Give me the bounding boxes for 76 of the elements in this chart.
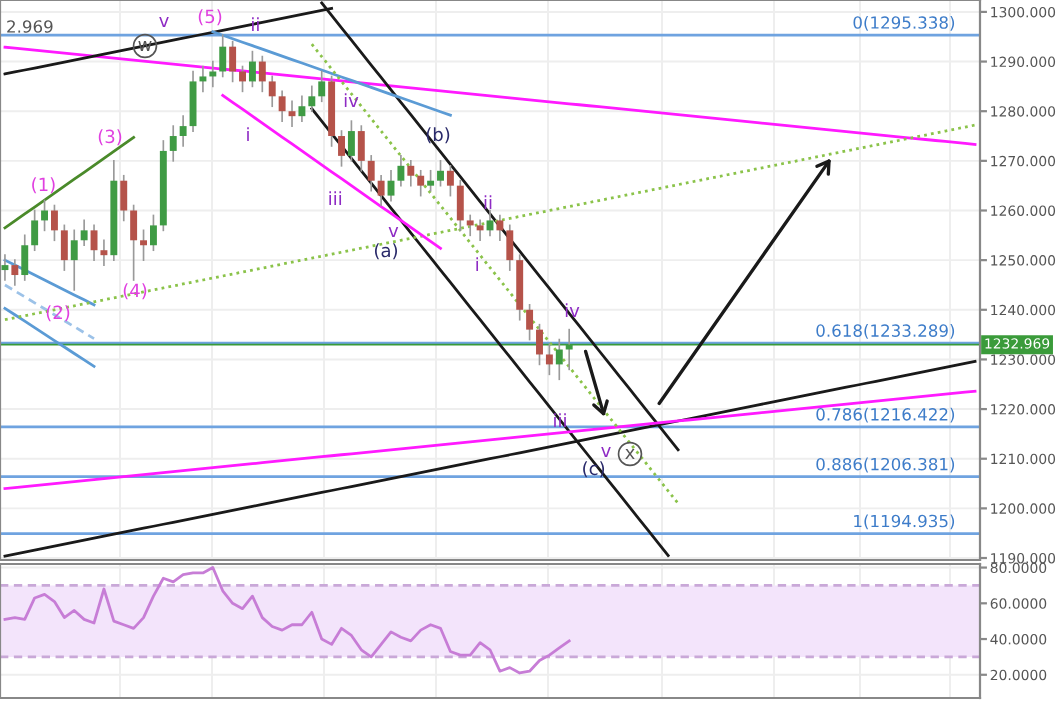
- annotation: w: [138, 41, 152, 51]
- candlestick: [209, 60, 217, 88]
- annotation: v: [388, 227, 399, 237]
- candlestick: [11, 259, 19, 286]
- candlestick: [308, 85, 316, 113]
- candlestick: [169, 125, 177, 162]
- candlestick: [268, 75, 276, 108]
- candlestick: [50, 204, 58, 242]
- candlestick: [41, 199, 49, 232]
- candlestick: [130, 204, 138, 281]
- candlestick: [298, 95, 306, 122]
- candlestick: [179, 115, 187, 147]
- line-series: [3, 566, 571, 675]
- annotation: (4): [123, 283, 147, 300]
- annotation: i: [247, 127, 249, 141]
- candlestick: [357, 125, 365, 172]
- candlestick: [248, 50, 256, 88]
- candlestick: [120, 174, 128, 222]
- candlestick: [1, 254, 9, 281]
- annotation: v: [159, 17, 169, 27]
- candlestick: [318, 70, 326, 103]
- candlestick: [377, 174, 385, 207]
- candlestick: [258, 55, 266, 93]
- candlestick: [199, 65, 207, 93]
- ref-line-label: 0.786(1216.422): [816, 407, 955, 423]
- candlestick: [536, 323, 543, 366]
- candlestick: [545, 343, 553, 376]
- candlestick: [407, 160, 415, 187]
- candlestick: [60, 224, 68, 271]
- line-series: [3, 306, 96, 368]
- ref-line-label: 0(1295.338): [853, 15, 955, 31]
- annotation: (1): [32, 177, 55, 194]
- annotation: (a): [374, 243, 398, 260]
- candlestick: [140, 229, 147, 261]
- candlestick: [100, 239, 108, 266]
- candlestick: [437, 160, 444, 187]
- annotation: iii: [329, 191, 342, 205]
- candlestick: [239, 65, 246, 93]
- candlestick: [80, 219, 88, 247]
- candlestick: [526, 303, 534, 341]
- candlestick: [278, 90, 286, 122]
- candlestick: [496, 214, 504, 242]
- annotation: iv: [565, 303, 580, 317]
- ref-line-label: 0.886(1206.381): [816, 457, 955, 473]
- candlestick: [427, 169, 435, 192]
- candlestick: [397, 155, 405, 187]
- candlestick: [417, 169, 425, 197]
- line-series: [3, 283, 96, 340]
- candlestick: [70, 229, 78, 291]
- candlestick: [347, 120, 355, 162]
- candlestick: [31, 209, 39, 252]
- candlestick: [476, 219, 484, 242]
- line-series: [3, 389, 977, 490]
- candlestick: [446, 164, 454, 197]
- candlestick: [90, 224, 98, 261]
- candlestick: [229, 40, 237, 83]
- candlestick: [466, 214, 474, 237]
- candlestick: [338, 130, 345, 167]
- annotation: iv: [344, 93, 359, 107]
- annotation: (5): [198, 9, 222, 26]
- candlestick: [149, 214, 157, 252]
- annotation: x: [625, 449, 635, 459]
- candlestick: [219, 34, 227, 78]
- candlestick: [506, 224, 514, 271]
- annotation: 2.969: [7, 20, 53, 33]
- ref-line-label: 0.618(1233.289): [816, 324, 955, 339]
- annotation: v: [601, 447, 611, 457]
- line-series: [211, 30, 452, 117]
- annotation: (2): [46, 305, 70, 322]
- candlestick: [21, 234, 29, 281]
- annotation: ii: [484, 195, 492, 209]
- annotation: i: [476, 257, 479, 271]
- annotation: (3): [98, 129, 122, 146]
- candlestick: [456, 179, 464, 232]
- ref-line-label: 1(1194.935): [854, 514, 955, 530]
- candlestick: [367, 155, 375, 192]
